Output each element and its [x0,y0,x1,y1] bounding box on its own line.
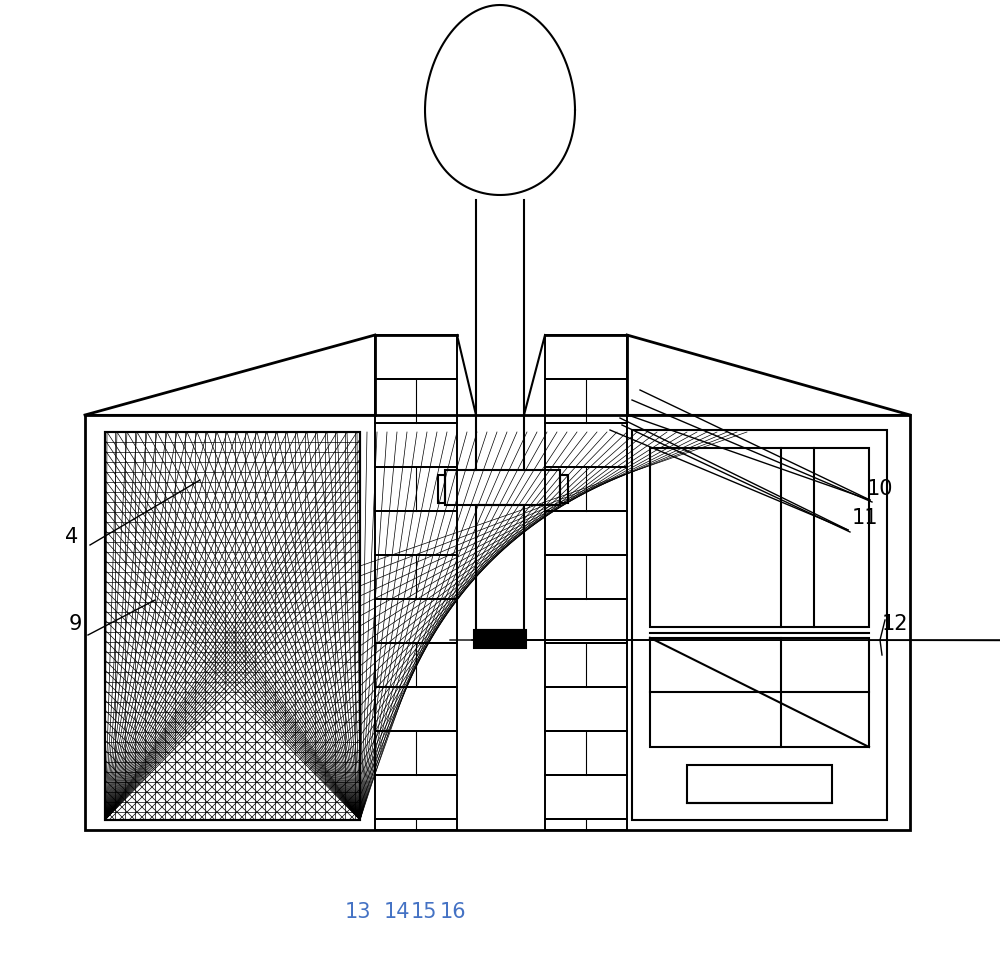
Bar [375,555,457,599]
Bar [375,599,457,643]
Text: 4: 4 [65,528,79,547]
Bar [375,335,457,379]
Bar [105,432,360,820]
Bar [375,643,457,687]
Text: 15: 15 [411,902,437,922]
Bar [85,415,910,830]
Bar [545,423,627,467]
Bar [375,511,457,555]
Bar [375,775,457,819]
Text: 10: 10 [867,479,893,499]
Bar [545,775,627,819]
Bar [545,687,627,731]
Bar [445,470,560,505]
Bar [375,687,457,731]
Bar [650,448,869,627]
Bar [545,731,627,775]
Text: 16: 16 [440,902,466,922]
Bar [545,819,627,830]
Text: 13: 13 [345,902,371,922]
Text: 11: 11 [852,508,878,528]
Text: 14: 14 [384,902,410,922]
Bar [375,819,457,830]
Bar [438,475,445,503]
Bar [375,731,457,775]
Bar [545,335,627,379]
Bar [560,475,568,503]
Bar [545,643,627,687]
Bar [375,467,457,511]
Bar [474,630,526,648]
Bar [650,638,869,747]
Bar [105,432,360,820]
Bar [545,467,627,511]
Bar [375,379,457,423]
Text: 12: 12 [882,615,908,634]
Bar [687,765,832,803]
Bar [545,599,627,643]
Text: 9: 9 [68,615,82,634]
Bar [632,430,887,820]
Bar [545,511,627,555]
Bar [375,423,457,467]
Bar [545,379,627,423]
Bar [545,555,627,599]
Bar [476,505,524,630]
